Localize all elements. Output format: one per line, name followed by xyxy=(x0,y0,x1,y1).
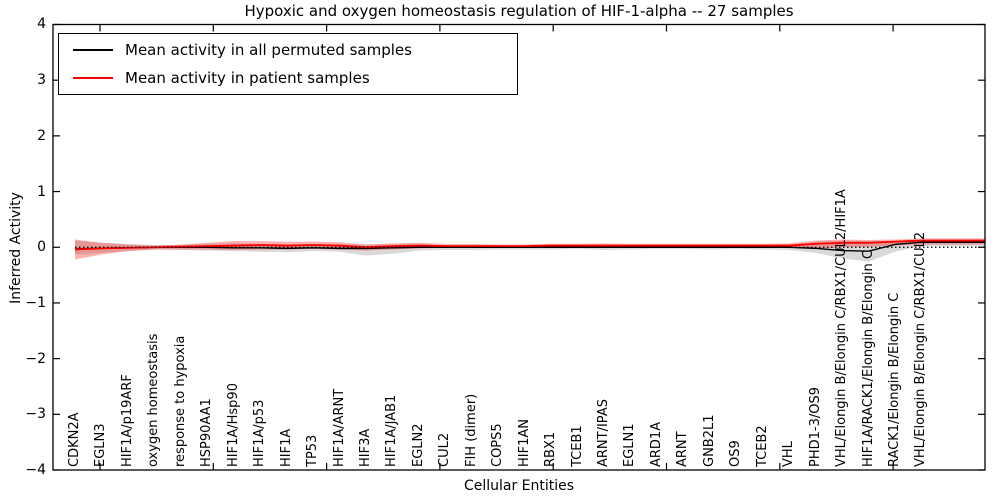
legend-label-patient: Mean activity in patient samples xyxy=(125,69,370,87)
legend-item-patient: Mean activity in patient samples xyxy=(59,65,517,91)
x-tick-label: TCEB1 xyxy=(569,425,585,467)
x-tick-label: HIF1AN xyxy=(516,419,532,467)
x-tick-label: ARNT xyxy=(675,431,691,467)
y-tick-label: −1 xyxy=(25,294,46,311)
x-tick-label: TCEB2 xyxy=(754,425,770,467)
x-tick-label: response to hypoxia xyxy=(172,335,188,467)
y-tick-label: −3 xyxy=(25,406,46,423)
x-tick-label: VHL/Elongin B/Elongin C/RBX1/CUL2/HIF1A xyxy=(834,189,850,467)
legend: Mean activity in all permuted samples Me… xyxy=(58,33,518,95)
x-tick-label: EGLN1 xyxy=(622,423,638,467)
x-tick-label: EGLN3 xyxy=(93,423,109,467)
x-tick-label: RACK1/Elongin B/Elongin C xyxy=(886,292,902,467)
x-tick-label: HIF1A xyxy=(278,428,294,467)
legend-label-permuted: Mean activity in all permuted samples xyxy=(125,41,412,59)
x-tick-label: HIF1A/p53 xyxy=(252,399,268,467)
x-tick-label: VHL/Elongin B/Elongin C/RBX1/CUL2 xyxy=(913,231,929,467)
x-tick-label: oxygen homeostasis xyxy=(146,333,162,467)
x-tick-label: HIF1A/Hsp90 xyxy=(225,383,241,467)
x-tick-label: OS9 xyxy=(728,440,744,467)
x-tick-label: VHL xyxy=(781,441,797,467)
legend-item-permuted: Mean activity in all permuted samples xyxy=(59,37,517,63)
x-tick-label: HIF1A/JAB1 xyxy=(384,394,400,467)
permuted-line-sample xyxy=(73,49,113,51)
x-tick-label: ARNT/IPAS xyxy=(596,399,611,467)
chart-title: Hypoxic and oxygen homeostasis regulatio… xyxy=(244,2,794,20)
x-tick-label: FIH (dimer) xyxy=(463,393,479,467)
x-tick-label: RBX1 xyxy=(543,431,559,467)
x-tick-label: TP53 xyxy=(305,434,321,467)
x-tick-label: HSP90AA1 xyxy=(199,398,215,467)
x-tick-label: HIF1A/p19ARF xyxy=(119,374,135,467)
y-tick-label: 2 xyxy=(37,127,46,144)
x-tick-label: HIF1A/RACK1/Elongin B/Elongin C xyxy=(860,250,876,467)
y-tick-label: 3 xyxy=(37,72,46,89)
x-tick-label: PHD1-3/OS9 xyxy=(807,387,823,467)
x-tick-label: EGLN2 xyxy=(410,423,426,467)
x-tick-label: ARD1A xyxy=(648,421,664,467)
x-tick-label: HIF3A xyxy=(357,428,373,467)
x-axis-label: Cellular Entities xyxy=(463,478,575,494)
patient-band xyxy=(75,238,985,260)
patient-line-sample xyxy=(73,77,113,79)
x-tick-label: CDKN2A xyxy=(67,412,82,467)
x-tick-label: COPS5 xyxy=(490,423,506,467)
y-tick-label: 0 xyxy=(37,239,46,256)
y-tick-label: 4 xyxy=(37,16,46,33)
y-tick-label: −2 xyxy=(25,350,46,367)
x-tick-label: HIF1A/ARNT xyxy=(331,388,347,467)
patient-mean-line xyxy=(74,239,985,251)
y-tick-label: −4 xyxy=(25,462,46,478)
x-tick-label: CUL2 xyxy=(437,432,453,467)
x-tick-label: GNB2L1 xyxy=(701,414,717,467)
y-tick-label: 1 xyxy=(37,183,46,200)
